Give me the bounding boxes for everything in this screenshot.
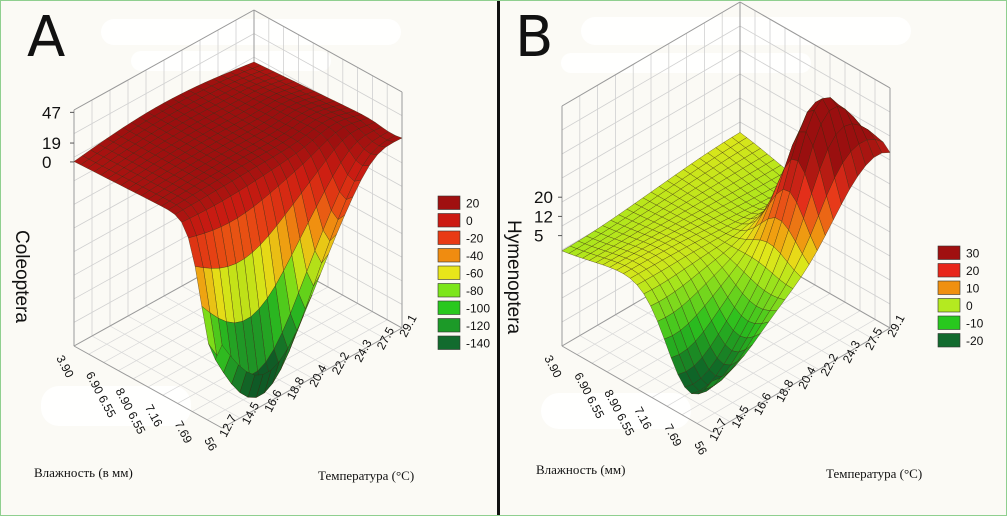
legend-swatch — [437, 335, 461, 350]
erased-area — [541, 393, 691, 429]
box-edge — [73, 345, 223, 429]
surface — [561, 97, 891, 395]
z-tick-label: 20 — [534, 188, 553, 207]
box-edge — [221, 327, 403, 429]
x-tick-label: 6.90 6.55 — [571, 370, 607, 421]
panel-divider — [497, 1, 500, 515]
legend-swatch — [437, 213, 461, 228]
y-tick-label: 12.7 — [706, 416, 729, 443]
legend-label: -20 — [466, 232, 484, 246]
legend-label: 10 — [966, 282, 980, 296]
legend-swatch — [437, 283, 461, 298]
legend-label: 20 — [466, 197, 480, 211]
x-axis-label: Влажность (в мм) — [34, 465, 133, 480]
grid-line — [561, 97, 741, 203]
legend-swatch — [437, 300, 461, 315]
box-edge — [739, 1, 891, 89]
z-axis-label: Coleoptera — [11, 230, 32, 323]
x-tick-label: 3.90 — [541, 353, 564, 380]
erased-area — [131, 51, 331, 71]
grid-line — [253, 33, 403, 116]
legend-label: -120 — [466, 319, 490, 333]
y-axis-label: Температура (°C) — [318, 468, 414, 483]
y-tick-label: 20.4 — [795, 364, 818, 391]
legend: 20 0 -20 -40 -60 -80 -100 -120 -140 — [437, 195, 490, 351]
legend-swatch — [937, 245, 961, 260]
grid-line — [739, 49, 891, 137]
x-tick-label: 7.69 — [661, 422, 684, 449]
legend-swatch — [937, 263, 961, 278]
legend-swatch — [437, 195, 461, 210]
y-tick-label: 27.5 — [862, 325, 885, 352]
legend-swatch — [437, 230, 461, 245]
legend: 30 20 10 0 -10 -20 — [937, 245, 984, 348]
surface-cell — [705, 377, 721, 390]
erased-area — [41, 386, 191, 426]
grid-line — [561, 25, 741, 131]
y-tick-label: 29.1 — [884, 312, 907, 339]
panel-b-letter: B — [515, 5, 554, 70]
erased-area — [561, 53, 811, 73]
panel-a-letter: A — [27, 5, 66, 70]
z-tick-label: 47 — [42, 103, 61, 122]
z-tick-label: 12 — [534, 207, 553, 226]
legend-swatch — [437, 265, 461, 280]
legend-label: 30 — [966, 247, 980, 261]
surface — [73, 61, 403, 398]
x-axis-label: Влажность (мм) — [536, 462, 625, 477]
legend-label: -60 — [466, 267, 484, 281]
legend-label: 0 — [466, 214, 473, 228]
y-tick-label: 18.8 — [773, 377, 796, 404]
x-tick-label: 56 — [201, 435, 220, 454]
box-edge — [73, 9, 255, 111]
x-tick-label: 56 — [691, 439, 710, 458]
legend-swatch — [437, 248, 461, 263]
legend-label: 0 — [966, 299, 973, 313]
box-edge — [561, 345, 713, 433]
legend-label: -80 — [466, 284, 484, 298]
grid-line — [561, 121, 741, 227]
legend-label: -20 — [966, 334, 984, 348]
erased-area — [581, 17, 911, 45]
legend-swatch — [937, 280, 961, 295]
box-edge — [711, 327, 891, 433]
legend-label: -100 — [466, 302, 490, 316]
legend-label: -140 — [466, 337, 490, 351]
grid-line — [561, 73, 741, 179]
box-edge — [253, 9, 403, 93]
z-tick-label: 19 — [42, 134, 61, 153]
legend-swatch — [937, 315, 961, 330]
legend-label: -40 — [466, 249, 484, 263]
legend-swatch — [937, 298, 961, 313]
z-axis-label: Hymenoptera — [503, 220, 524, 334]
legend-swatch — [937, 333, 961, 348]
surface-cell — [215, 344, 231, 374]
erased-area — [101, 19, 401, 45]
y-tick-label: 22.2 — [818, 351, 841, 378]
z-tick-label: 0 — [42, 153, 51, 172]
legend-swatch — [437, 318, 461, 333]
y-tick-label: 14.5 — [729, 403, 752, 430]
grid-line — [739, 25, 891, 113]
box-edge — [561, 1, 741, 107]
y-axis-label: Температура (°C) — [826, 466, 922, 481]
grid-line — [561, 49, 741, 155]
grid-line — [73, 33, 255, 134]
legend-label: 20 — [966, 264, 980, 278]
z-tick-label: 5 — [534, 227, 543, 246]
legend-label: -10 — [966, 317, 984, 331]
